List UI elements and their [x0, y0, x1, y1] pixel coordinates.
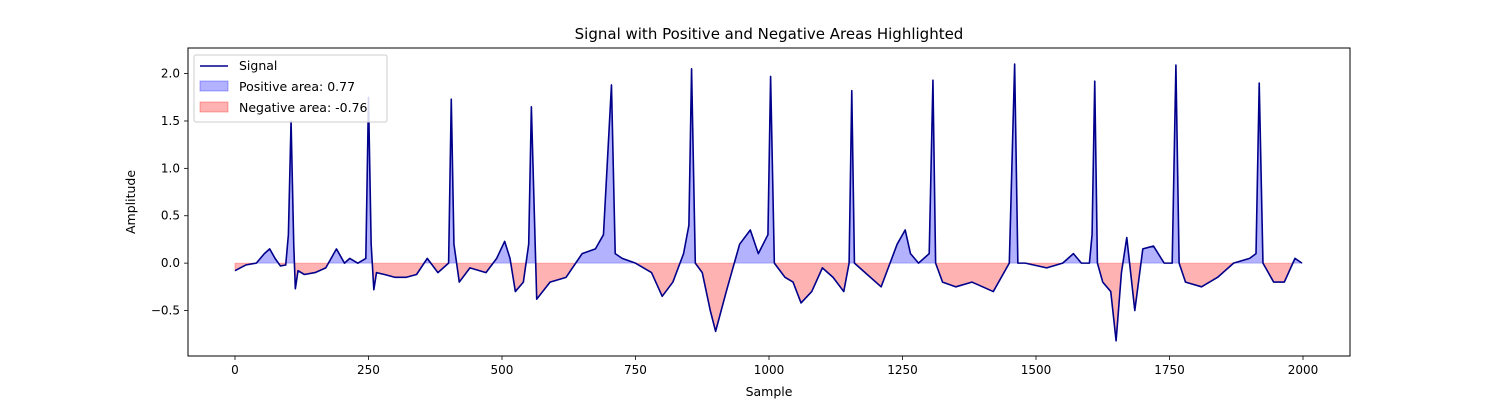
x-tick-label-1000: 1000 — [754, 363, 785, 377]
chart-title: Signal with Positive and Negative Areas … — [575, 25, 964, 43]
x-tick-label-0: 0 — [231, 363, 239, 377]
legend-negative-label: Negative area: -0.76 — [239, 100, 368, 115]
legend: Signal Positive area: 0.77 Negative area… — [193, 54, 388, 123]
negative-area-18 — [694, 262, 735, 333]
y-tick-label-5: 2.0 — [161, 67, 180, 81]
y-tick-label-2: 0.5 — [161, 209, 180, 223]
y-tick-label-3: 1.0 — [161, 161, 180, 175]
x-tick-label-2000: 2000 — [1288, 363, 1319, 377]
axis-ticks: 0 250 500 750 1000 1250 1500 1750 2000 −0.5 0.0 0.5… — [151, 67, 1318, 377]
y-axis-label: Amplitude — [123, 170, 138, 234]
y-tick-label-0: −0.5 — [151, 304, 180, 318]
y-tick-label-4: 1.5 — [161, 114, 180, 128]
negative-area-4 — [294, 262, 330, 289]
y-tick-label-1: 0.0 — [161, 256, 180, 270]
negative-area-22 — [853, 262, 891, 288]
legend-negative-swatch — [199, 101, 229, 113]
negative-area-24 — [935, 262, 1010, 293]
series-lines — [234, 63, 1303, 342]
positive-area-23 — [889, 80, 937, 264]
signal-line — [234, 63, 1303, 342]
legend-box — [193, 54, 388, 123]
legend-positive-swatch — [199, 80, 229, 92]
x-tick-label-1250: 1250 — [887, 363, 918, 377]
x-tick-label-250: 250 — [357, 363, 380, 377]
x-axis-label: Sample — [746, 384, 793, 399]
x-tick-label-500: 500 — [491, 363, 514, 377]
legend-signal-label: Signal — [239, 58, 277, 73]
x-tick-label-750: 750 — [624, 363, 647, 377]
positive-area-15 — [574, 84, 636, 264]
x-tick-label-1500: 1500 — [1021, 363, 1052, 377]
negative-area-6 — [371, 262, 425, 290]
x-tick-label-1750: 1750 — [1154, 363, 1185, 377]
legend-positive-label: Positive area: 0.77 — [239, 79, 355, 94]
